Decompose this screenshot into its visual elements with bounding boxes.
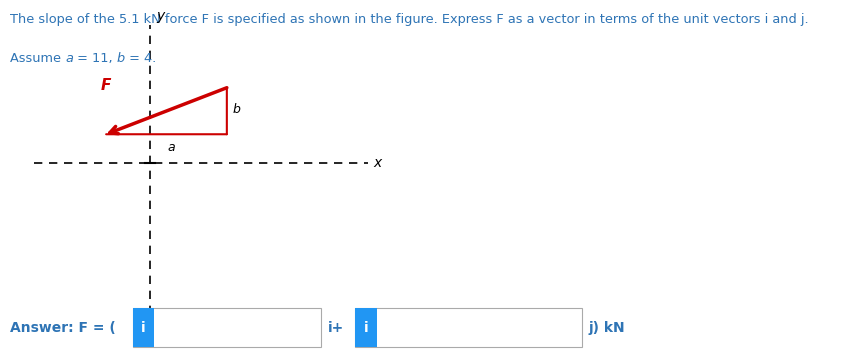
Bar (355, 308, 582, 347)
Text: = 11,: = 11, (74, 52, 117, 65)
Text: F: F (101, 78, 111, 93)
Text: Assume: Assume (10, 52, 65, 65)
Text: Answer: F = (: Answer: F = ( (10, 320, 121, 335)
Text: The slope of the 5.1 kN force F is specified as shown in the figure. Express F a: The slope of the 5.1 kN force F is speci… (10, 13, 809, 25)
Text: y: y (157, 9, 165, 23)
Bar (133, 308, 154, 347)
Text: i: i (364, 320, 368, 335)
Text: a: a (65, 52, 74, 65)
Text: j) kN: j) kN (589, 320, 626, 335)
Text: i+: i+ (328, 320, 344, 335)
Bar (133, 308, 321, 347)
Text: b: b (117, 52, 125, 65)
Text: b: b (233, 103, 241, 116)
Text: a: a (168, 141, 175, 154)
Text: x: x (373, 156, 382, 170)
Text: i: i (141, 320, 146, 335)
Bar (355, 308, 377, 347)
Text: = 4.: = 4. (125, 52, 157, 65)
